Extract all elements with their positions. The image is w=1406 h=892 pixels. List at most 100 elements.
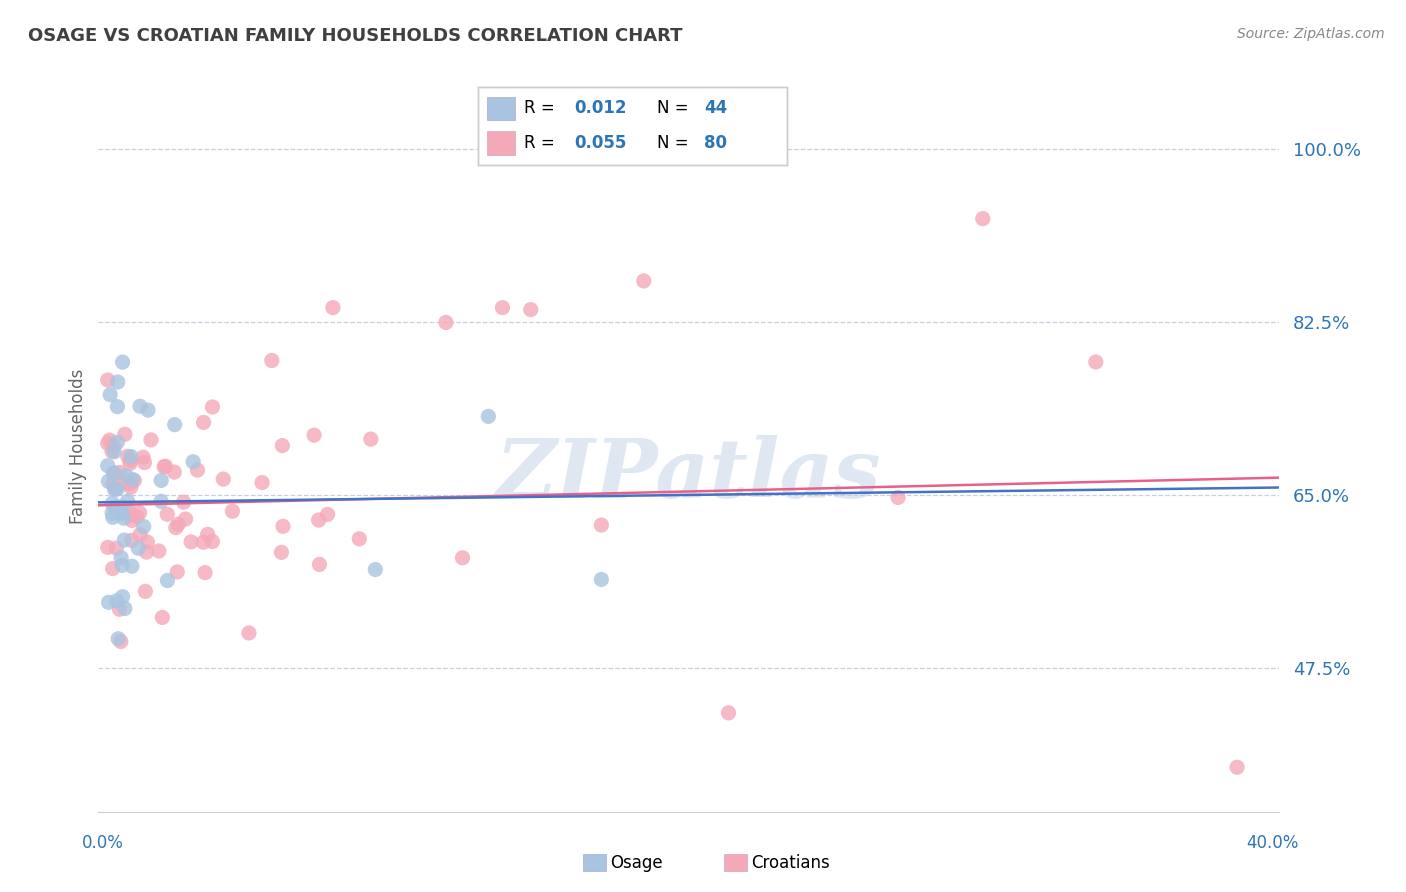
Point	[180, 534, 202, 549]
Point	[271, 519, 294, 533]
Point	[110, 634, 132, 648]
Point	[591, 518, 613, 533]
Point	[134, 584, 156, 599]
Point	[101, 496, 124, 510]
Point	[1084, 355, 1107, 369]
Point	[120, 450, 142, 464]
Point	[108, 602, 131, 616]
Point	[134, 456, 156, 470]
Point	[349, 532, 371, 546]
Point	[591, 573, 613, 587]
Point	[127, 541, 149, 556]
Point	[98, 433, 121, 447]
Point	[101, 477, 124, 491]
Point	[117, 450, 139, 464]
Text: Croatians: Croatians	[751, 854, 830, 871]
Point	[434, 315, 457, 329]
Text: 44: 44	[704, 99, 727, 117]
Point	[110, 507, 132, 521]
Point	[155, 459, 177, 474]
Point	[104, 501, 127, 516]
Point	[150, 474, 173, 488]
Point	[118, 476, 141, 491]
Text: N =: N =	[658, 99, 695, 117]
Point	[166, 565, 188, 579]
Point	[163, 465, 186, 479]
Point	[491, 301, 513, 315]
Point	[150, 494, 173, 508]
Text: 80: 80	[704, 134, 727, 152]
Point	[308, 558, 330, 572]
Point	[165, 520, 187, 534]
Y-axis label: Family Households: Family Households	[69, 368, 87, 524]
Point	[112, 511, 135, 525]
Point	[132, 519, 155, 533]
Bar	[488, 96, 515, 120]
Point	[111, 558, 134, 573]
Point	[322, 301, 344, 315]
Point	[136, 403, 159, 417]
Point	[97, 373, 120, 387]
Point	[105, 435, 128, 450]
Point	[250, 475, 273, 490]
Point	[120, 453, 142, 467]
Text: 0.012: 0.012	[574, 99, 627, 117]
Point	[121, 514, 143, 528]
Point	[105, 594, 128, 608]
Point	[193, 416, 215, 430]
Point	[139, 433, 162, 447]
Point	[156, 507, 179, 521]
Point	[221, 504, 243, 518]
Point	[148, 544, 170, 558]
Point	[121, 533, 143, 548]
Point	[633, 274, 655, 288]
Point	[104, 482, 127, 496]
Point	[212, 472, 235, 486]
Point	[519, 302, 541, 317]
Text: ZIPatlas: ZIPatlas	[496, 435, 882, 516]
Point	[125, 509, 148, 524]
Point	[302, 428, 325, 442]
Point	[108, 466, 131, 480]
Point	[173, 495, 195, 509]
Point	[451, 550, 474, 565]
Point	[103, 439, 125, 453]
Point	[103, 445, 125, 459]
Text: 0.0%: 0.0%	[82, 834, 124, 852]
Point	[136, 535, 159, 549]
Point	[132, 450, 155, 465]
Point	[97, 458, 120, 473]
Point	[101, 506, 124, 520]
Point	[316, 508, 339, 522]
Point	[121, 559, 143, 574]
Point	[271, 439, 294, 453]
Point	[128, 506, 150, 520]
Point	[118, 457, 141, 471]
Point	[107, 375, 129, 389]
Point	[129, 399, 152, 413]
Point	[717, 706, 740, 720]
Bar	[488, 131, 515, 155]
Point	[193, 535, 215, 549]
Text: Osage: Osage	[610, 854, 662, 871]
Point	[174, 512, 197, 526]
Point	[101, 561, 124, 575]
Point	[97, 541, 120, 555]
Point	[105, 541, 128, 556]
Text: R =: R =	[524, 99, 561, 117]
Text: 40.0%: 40.0%	[1246, 834, 1299, 852]
Point	[114, 427, 136, 442]
Point	[150, 610, 173, 624]
Point	[107, 400, 129, 414]
Point	[110, 550, 132, 565]
Point	[167, 517, 190, 532]
Point	[98, 387, 121, 401]
Point	[186, 463, 208, 477]
Point	[111, 590, 134, 604]
Text: OSAGE VS CROATIAN FAMILY HOUSEHOLDS CORRELATION CHART: OSAGE VS CROATIAN FAMILY HOUSEHOLDS CORR…	[28, 27, 683, 45]
Point	[194, 566, 217, 580]
Point	[103, 467, 125, 481]
Point	[270, 545, 292, 559]
Point	[97, 595, 120, 609]
Text: 0.055: 0.055	[574, 134, 626, 152]
